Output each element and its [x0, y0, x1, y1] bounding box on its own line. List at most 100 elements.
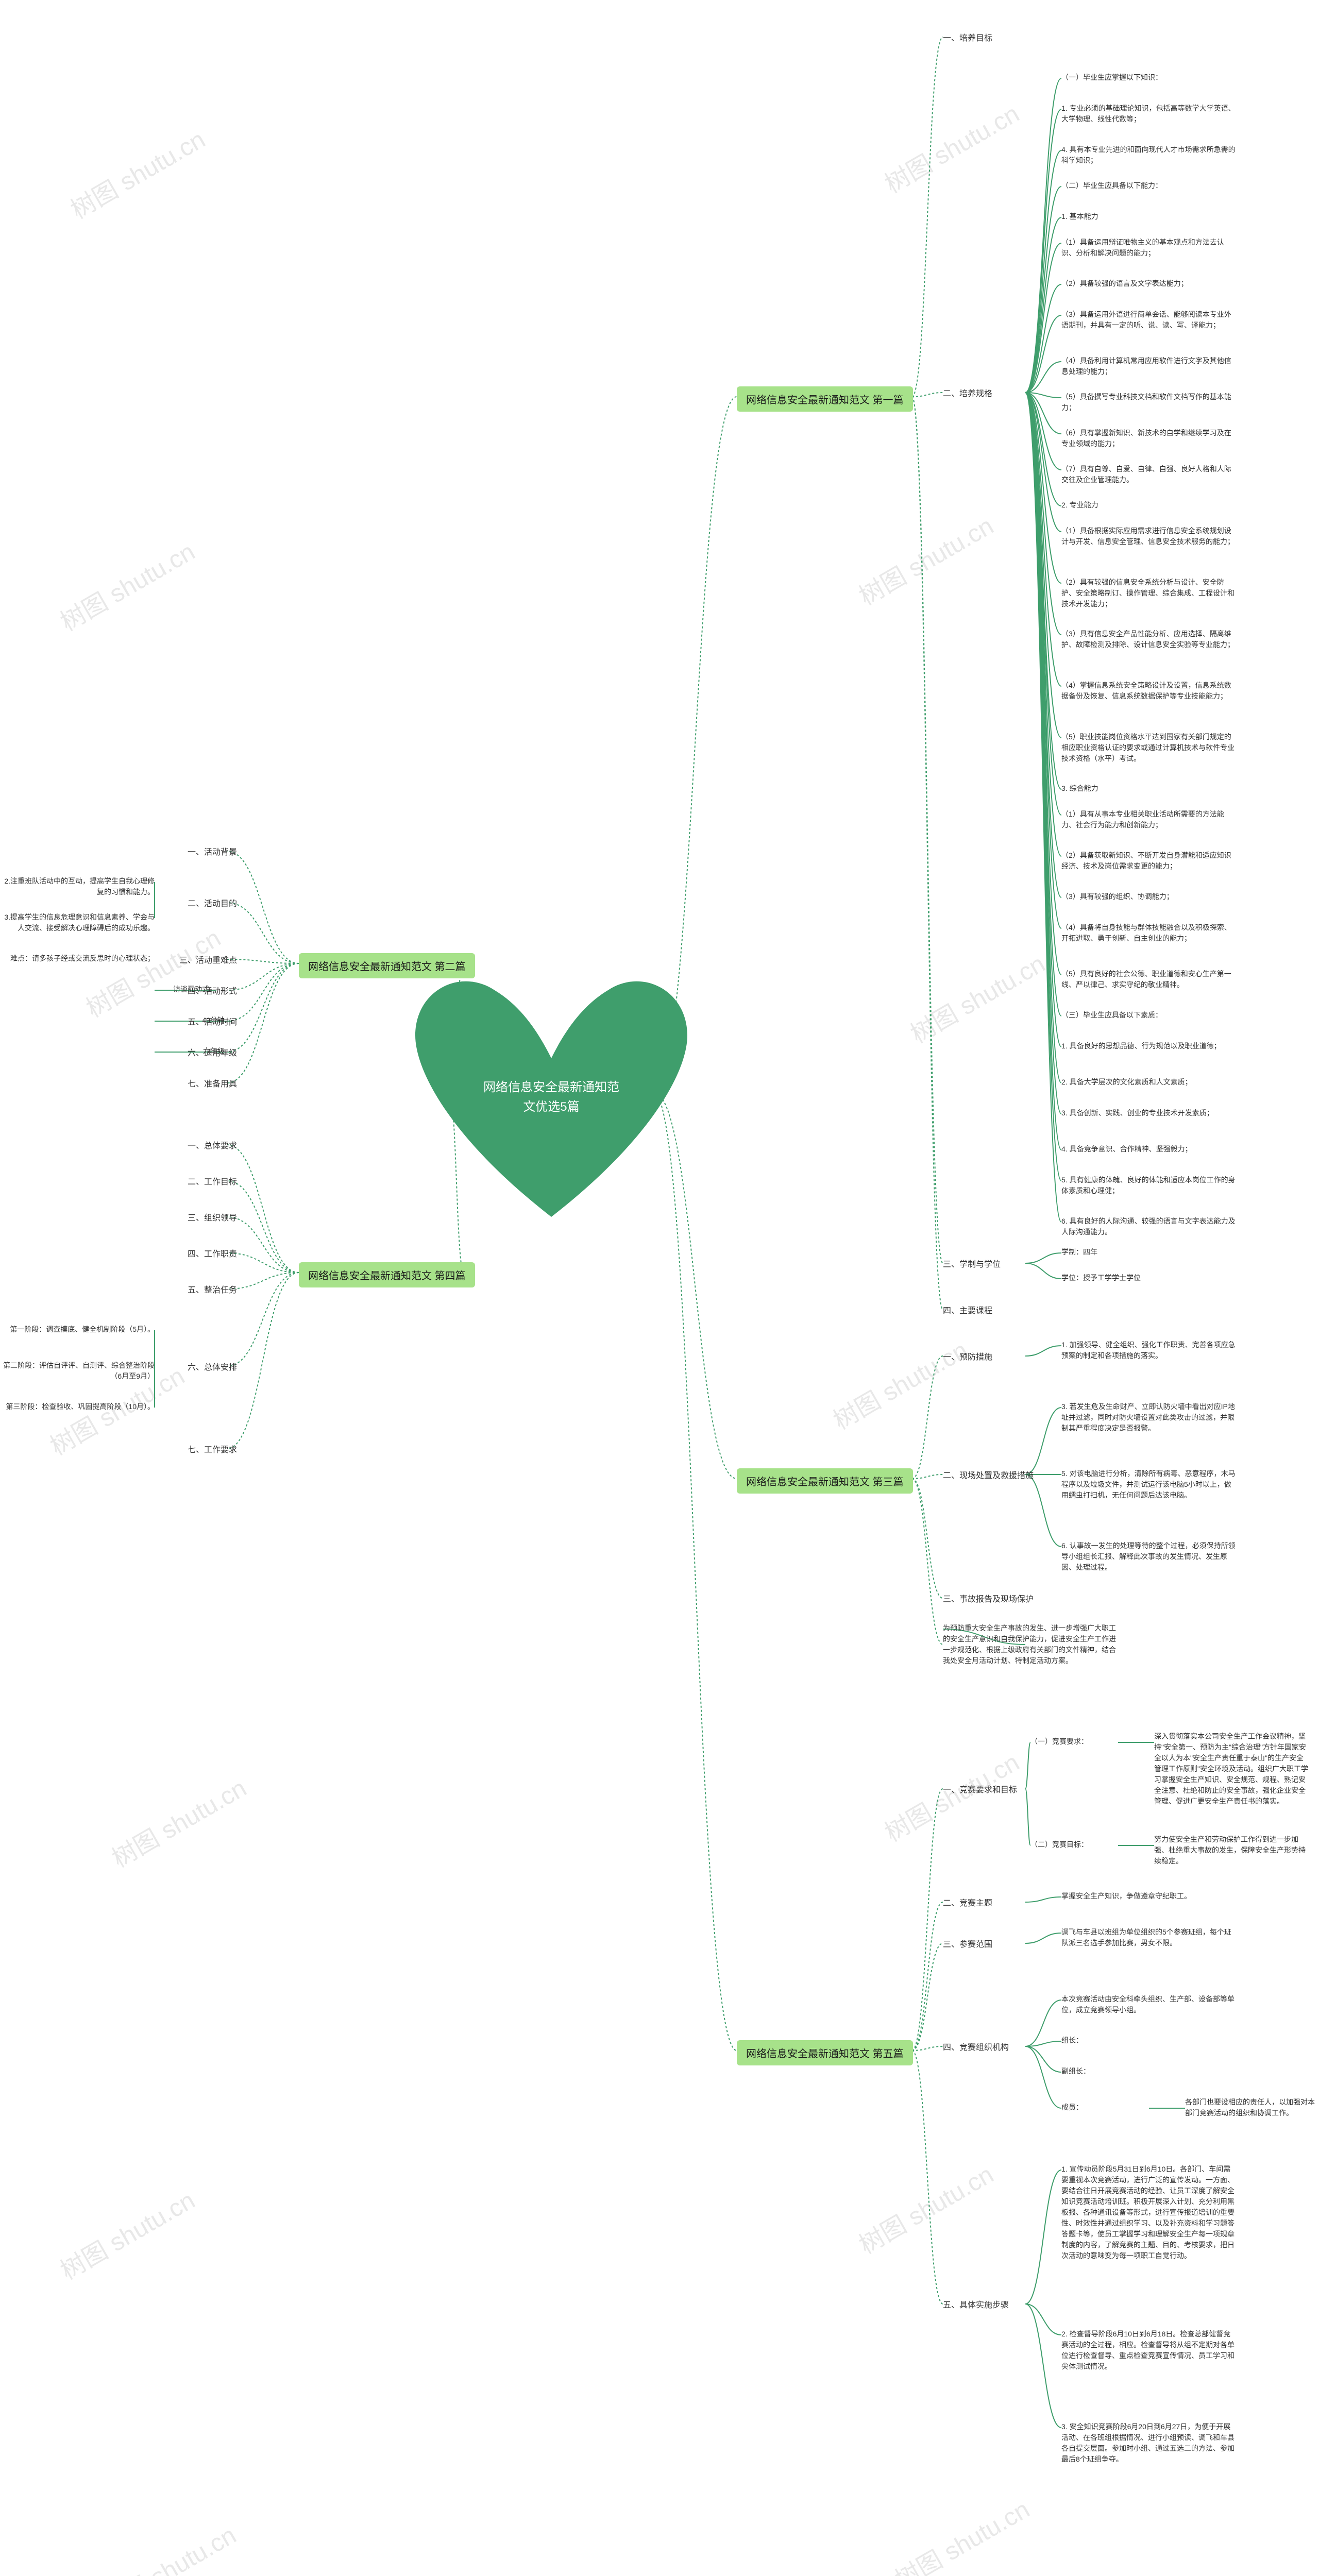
leaf: 3.提高学生的信息危理意识和信息素养、学会与人交流、接受解决心理障碍后的成功乐趣… — [0, 912, 155, 934]
sub-b5s2: 二、竞赛主题 — [943, 1896, 992, 1908]
sub-b4s1: 一、总体要求 — [155, 1139, 237, 1151]
watermark: 树图 shutu.cn — [825, 1330, 973, 1436]
leaf: 6. 认事故一发生的处理等待的整个过程，必须保持所领导小组组长汇报、解释此次事故… — [1061, 1540, 1237, 1573]
leaf: 5. 对该电脑进行分析，清除所有病毒、恶意程序，木马程序以及垃圾文件，并测试运行… — [1061, 1468, 1237, 1501]
leaf: 第二阶段：评估自评评、自测评、综合整治阶段（6月至9月） — [0, 1360, 155, 1382]
center-title: 网络信息安全最新通知范文优选5篇 — [438, 1072, 665, 1123]
sub-b1s4: 四、主要课程 — [943, 1303, 992, 1316]
branch-b5: 网络信息安全最新通知范文 第五篇 — [737, 2040, 913, 2065]
leaf: 成员： — [1061, 2102, 1083, 2113]
center-title-text: 网络信息安全最新通知范文优选5篇 — [479, 1078, 623, 1117]
watermark: 树图 shutu.cn — [903, 944, 1051, 1050]
leaf: （6）具有掌握新知识、新技术的自学和继续学习及在专业领域的能力； — [1061, 428, 1237, 449]
leaf: 为预防重大安全生产事故的发生、进一步增强广大职工的安全生产意识和自我保护能力，促… — [943, 1623, 1118, 1666]
sub-b2s2: 二、活动目的 — [155, 896, 237, 909]
sub-b1s2: 二、培养规格 — [943, 386, 992, 399]
leaf: 第三阶段：检查验收、巩固提高阶段（10月）。 — [0, 1401, 155, 1412]
leaf: （一）毕业生应掌握以下知识： — [1061, 72, 1162, 83]
sub-b4s6: 六、总体安排 — [155, 1360, 237, 1372]
leaf: （二）毕业生应具备以下能力： — [1061, 180, 1162, 191]
leaf: （4）具备利用计算机常用应用软件进行文字及其他信息处理的能力； — [1061, 355, 1237, 377]
leaf: （2）具有较强的信息安全系统分析与设计、安全防护、安全策略制订、操作管理、综合集… — [1061, 577, 1237, 609]
leaf: （5）具有良好的社会公德、职业道德和安心生产第一线、严以律己、求实守纪的敬业精神… — [1061, 969, 1237, 990]
leaf: 1. 基本能力 — [1061, 211, 1098, 222]
leaf: （三）毕业生应具备以下素质： — [1061, 1010, 1162, 1021]
leaf: 3. 具备创新、实践、创业的专业技术开发素质； — [1061, 1108, 1214, 1118]
leaf: 2. 检查督导阶段6月10日到6月18日。检查总部健督竞赛活动的全过程，相应。检… — [1061, 2329, 1237, 2372]
leaf: （3）具备运用外语进行简单会话、能够阅读本专业外语期刊，并具有一定的听、说、读、… — [1061, 309, 1237, 331]
branch-b2: 网络信息安全最新通知范文 第二篇 — [299, 953, 475, 978]
watermark: 树图 shutu.cn — [63, 120, 211, 226]
leaf: 1. 加强领导、健全组织、强化工作职责、完善各项应急预案的制定和各项措施的落实。 — [1061, 1340, 1237, 1361]
sub-b2s1: 一、活动背景 — [155, 845, 237, 857]
leaf: 调飞与车县以班组为单位组织的5个参赛班组，每个班队派三名选手参加比赛，男女不限。 — [1061, 1927, 1237, 1948]
leaf: （5）具备撰写专业科技文档和软件文档写作的基本能力； — [1061, 392, 1237, 413]
leaf: 掌握安全生产知识，争做遵章守纪职工。 — [1061, 1891, 1191, 1902]
sub-b5s4: 四、竞赛组织机构 — [943, 2040, 1009, 2053]
leaf: 六年级。 — [77, 1046, 232, 1057]
branch-b4: 网络信息安全最新通知范文 第四篇 — [299, 1262, 475, 1287]
leaf: 1. 专业必须的基础理论知识，包括高等数学大学英语、大学物理、线性代数等； — [1061, 103, 1237, 125]
sub-b5s3: 三、参赛范围 — [943, 1937, 992, 1950]
watermark: 树图 shutu.cn — [53, 532, 200, 638]
leaf: 副组长： — [1061, 2066, 1090, 2077]
sub-b4s7: 七、工作要求 — [155, 1443, 237, 1455]
leaf: （二）竞赛目标： — [1030, 1839, 1088, 1850]
leaf: 学制：四年 — [1061, 1247, 1097, 1258]
leaf: 学位：授予工学学士学位 — [1061, 1273, 1141, 1283]
leaf: 组长： — [1061, 2035, 1083, 2046]
leaf: 难点：请多孩子经或交流反思时的心理状态； — [0, 953, 155, 964]
leaf-sub: 深入贯彻落实本公司安全生产工作会议精神，坚持"安全第一、预防为主"综合治理"方针… — [1154, 1731, 1309, 1807]
leaf: 3. 综合能力 — [1061, 783, 1098, 794]
sub-b3s2: 二、现场处置及救援措施 — [943, 1468, 1034, 1481]
leaf: 3. 若发生危及生命财产、立即认防火墙中看出对应IP地址并过滤，同时对防火墙设置… — [1061, 1401, 1237, 1434]
leaf-sub: 努力使安全生产和劳动保护工作得到进一步加强、杜绝重大事故的发生，保障安全生产形势… — [1154, 1834, 1309, 1867]
leaf: 本次竞赛活动由安全科牵头组织、生产部、设备部等单位，成立竞赛领导小组。 — [1061, 1994, 1237, 2015]
leaf: （一）竞赛要求： — [1030, 1736, 1088, 1747]
watermark: 树图 shutu.cn — [78, 918, 226, 1024]
leaf: 2. 专业能力 — [1061, 500, 1098, 511]
leaf: （3）具有信息安全产品性能分析、应用选择、隔离维护、故障检测及排除、设计信息安全… — [1061, 629, 1237, 650]
leaf: 第一阶段：调查摸底、健全机制阶段（5月）。 — [0, 1324, 155, 1335]
leaf: 4. 具有本专业先进的和面向现代人才市场需求所急需的科学知识； — [1061, 144, 1237, 166]
watermark: 树图 shutu.cn — [887, 2489, 1035, 2576]
leaf: （2）具备获取新知识、不断开发自身潜能和适应知识经济、技术及岗位需求变更的能力； — [1061, 850, 1237, 872]
leaf: 1. 具备良好的思想品德、行为规范以及职业道德； — [1061, 1041, 1221, 1052]
watermark: 树图 shutu.cn — [851, 506, 999, 612]
leaf: （1）具备运用辩证唯物主义的基本观点和方法去认识、分析和解决问题的能力； — [1061, 237, 1237, 259]
leaf: 3. 安全知识竞赛阶段6月20日到6月27日，为便于开展活动、在各班组根据情况、… — [1061, 2421, 1237, 2465]
sub-b3s3: 三、事故报告及现场保护 — [943, 1592, 1034, 1604]
leaf: 2.注重班队活动中的互动，提高学生自我心理修复的习惯和能力。 — [0, 876, 155, 897]
sub-b3s1: 一、预防措施 — [943, 1350, 992, 1362]
leaf: （5）职业技能岗位资格水平达到国家有关部门规定的相应职业资格认证的要求或通过计算… — [1061, 732, 1237, 764]
watermark: 树图 shutu.cn — [851, 2155, 999, 2261]
sub-b2s7: 七、准备用具 — [155, 1077, 237, 1089]
leaf: （3）具有较强的组织、协调能力； — [1061, 891, 1174, 902]
watermark: 树图 shutu.cn — [94, 2515, 242, 2576]
leaf: （4）具备将自身技能与群体技能融合以及积极探索、开拓进取、勇于创新、自主创业的能… — [1061, 922, 1237, 944]
sub-b4s3: 三、组织领导 — [155, 1211, 237, 1223]
watermark: 树图 shutu.cn — [877, 94, 1025, 200]
leaf: 2. 具备大学层次的文化素质和人文素质； — [1061, 1077, 1192, 1088]
sub-b4s4: 四、工作职责 — [155, 1247, 237, 1259]
leaf: 4. 具备竞争意识、合作精神、坚强毅力； — [1061, 1144, 1192, 1155]
leaf: 40分钟。 — [77, 1015, 232, 1026]
leaf: 5. 具有健康的体魄、良好的体能和适应本岗位工作的身体素质和心理健； — [1061, 1175, 1237, 1196]
leaf: （2）具备较强的语言及文字表达能力； — [1061, 278, 1188, 289]
sub-b4s5: 五、整治任务 — [155, 1283, 237, 1295]
sub-b4s2: 二、工作目标 — [155, 1175, 237, 1187]
watermark: 树图 shutu.cn — [877, 1742, 1025, 1849]
leaf: 6. 具有良好的人际沟通、较强的语言与文字表达能力及人际沟通能力。 — [1061, 1216, 1237, 1238]
branch-b3: 网络信息安全最新通知范文 第三篇 — [737, 1468, 913, 1494]
leaf: （1）具备根据实际应用需求进行信息安全系统规划设计与开发、信息安全管理、信息安全… — [1061, 526, 1237, 547]
leaf: 访谈互动式。 — [62, 984, 216, 995]
branch-b1: 网络信息安全最新通知范文 第一篇 — [737, 386, 913, 412]
leaf: 1. 宣传动员阶段5月31日到6月10日。各部门、车间需要重视本次竞赛活动，进行… — [1061, 2164, 1237, 2261]
leaf-sub: 各部门也要设相应的责任人，以加强对本部门竞赛活动的组织和协调工作。 — [1185, 2097, 1319, 2119]
leaf: （4）掌握信息系统安全策略设计及设置，信息系统数据备份及恢复、信息系统数据保护等… — [1061, 680, 1237, 702]
sub-b5s5: 五、具体实施步骤 — [943, 2298, 1009, 2310]
sub-b5s1: 一、竞赛要求和目标 — [943, 1783, 1017, 1795]
sub-b1s3: 三、学制与学位 — [943, 1257, 1001, 1269]
leaf: （7）具有自尊、自爱、自律、自强、良好人格和人际交往及企业管理能力。 — [1061, 464, 1237, 485]
sub-b2s3: 三、活动重难点 — [155, 953, 237, 965]
